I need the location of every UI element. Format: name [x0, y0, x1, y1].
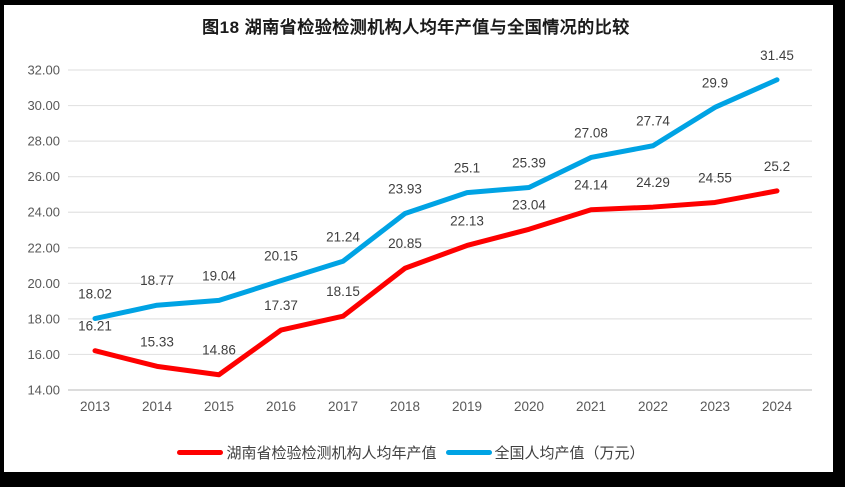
hunan-series-line: [92, 188, 780, 378]
national-data-label: 27.08: [574, 125, 608, 140]
hunan-data-label: 15.33: [140, 334, 174, 349]
hunan-data-label: 17.37: [264, 298, 298, 313]
hunan-data-label: 14.86: [202, 343, 236, 358]
y-tick-label: 24.00: [27, 205, 60, 220]
national-data-label: 20.15: [264, 249, 298, 264]
x-tick-label: 2022: [638, 399, 668, 414]
y-tick-label: 20.00: [27, 276, 60, 291]
y-tick-label: 26.00: [27, 169, 60, 184]
y-tick-label: 28.00: [27, 134, 60, 149]
window-border-right: [833, 0, 845, 487]
legend-swatch-national: [445, 449, 492, 455]
x-tick-label: 2024: [762, 399, 793, 414]
hunan-data-label: 23.04: [512, 197, 546, 212]
x-tick-label: 2017: [328, 399, 358, 414]
national-data-label: 27.74: [636, 114, 670, 129]
national-data-label: 21.24: [326, 229, 360, 244]
x-tick-label: 2015: [204, 399, 234, 414]
legend-swatch-hunan: [177, 449, 224, 455]
national-data-label: 19.04: [202, 268, 236, 283]
x-tick-label: 2013: [80, 399, 110, 414]
national-data-label: 25.39: [512, 156, 546, 171]
y-tick-label: 16.00: [27, 347, 60, 362]
y-tick-label: 32.00: [27, 63, 60, 78]
chart-title: 图18 湖南省检验检测机构人均年产值与全国情况的比较: [202, 18, 630, 37]
hunan-data-label: 18.15: [326, 284, 360, 299]
hunan-data-label: 24.14: [574, 178, 608, 193]
national-data-label: 23.93: [388, 181, 422, 196]
x-tick-label: 2021: [576, 399, 606, 414]
hunan-data-label: 22.13: [450, 213, 484, 228]
y-tick-label: 14.00: [27, 383, 60, 398]
window-border-top: [0, 0, 845, 5]
window-border-left: [0, 0, 4, 487]
national-data-label: 29.9: [702, 75, 728, 90]
legend-label-hunan: 湖南省检验检测机构人均年产值: [226, 444, 437, 462]
x-tick-label: 2023: [700, 399, 730, 414]
y-tick-label: 22.00: [27, 240, 60, 255]
x-tick-label: 2016: [266, 399, 296, 414]
national-series-line: [92, 77, 780, 322]
hunan-data-label: 20.85: [388, 236, 422, 251]
hunan-data-label: 24.29: [636, 175, 670, 190]
hunan-data-label: 24.55: [698, 170, 732, 185]
national-data-label: 18.77: [140, 273, 174, 288]
window-border-bottom: [0, 472, 845, 487]
y-tick-label: 30.00: [27, 98, 60, 113]
chart-legend: 湖南省检验检测机构人均年产值 全国人均产值（万元）: [0, 439, 822, 465]
national-data-label: 31.45: [760, 48, 794, 63]
hunan-data-label: 16.21: [78, 319, 112, 334]
x-tick-label: 2014: [142, 399, 173, 414]
hunan-data-label: 25.2: [764, 159, 790, 174]
national-data-label: 18.02: [78, 287, 112, 302]
x-tick-label: 2018: [390, 399, 420, 414]
national-data-label: 25.1: [454, 161, 480, 176]
legend-label-national: 全国人均产值（万元）: [494, 444, 645, 462]
x-tick-label: 2019: [452, 399, 482, 414]
y-tick-label: 18.00: [27, 311, 60, 326]
x-tick-label: 2020: [514, 399, 544, 414]
